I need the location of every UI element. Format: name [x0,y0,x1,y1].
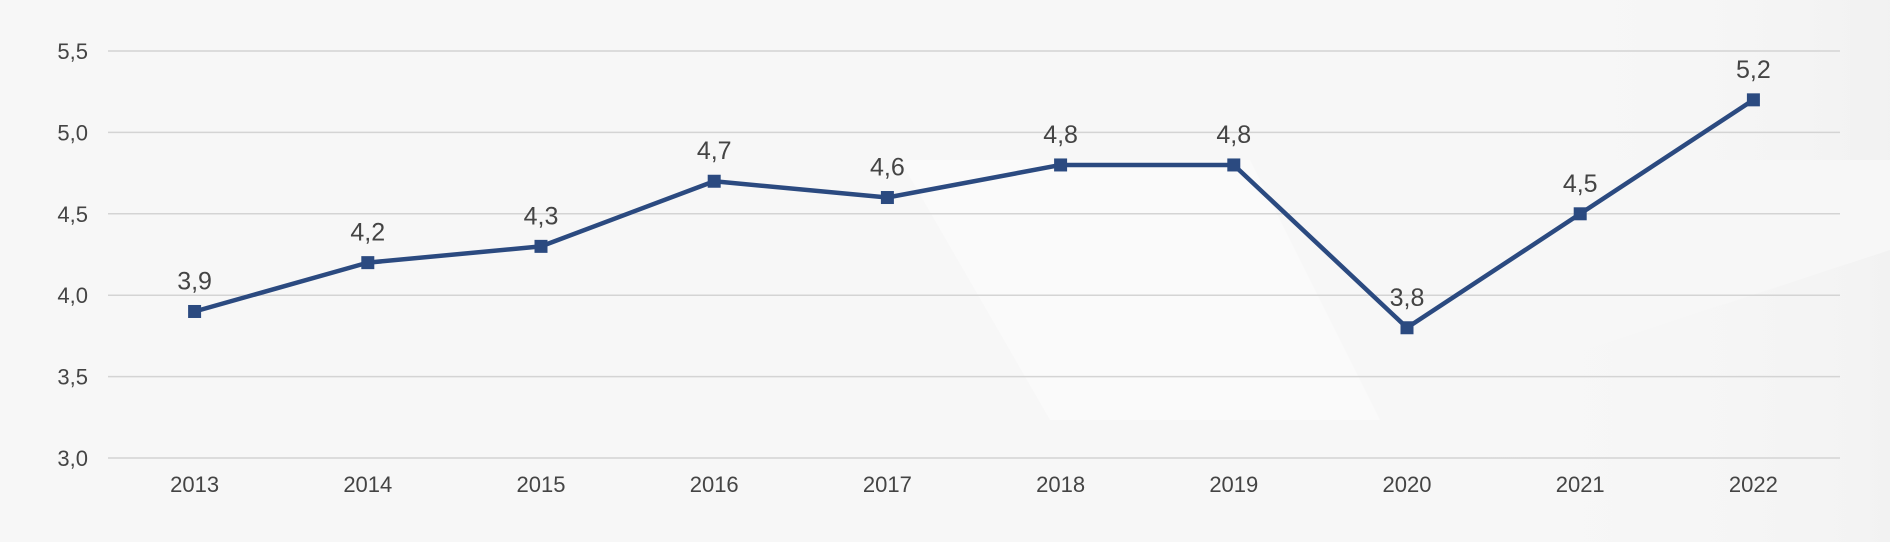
data-label: 3,9 [177,267,212,295]
data-point-marker [1573,207,1587,221]
y-tick-label: 3,0 [57,446,88,471]
x-tick-label: 2015 [517,472,566,497]
data-label: 3,8 [1390,284,1425,312]
data-label: 4,8 [1216,121,1251,149]
data-point-marker [1227,158,1241,172]
y-tick-label: 4,0 [57,283,88,308]
data-point-marker [880,191,894,205]
data-label: 4,7 [697,137,732,165]
x-tick-label: 2021 [1556,472,1605,497]
series-layer [188,93,1760,335]
data-label: 4,3 [524,202,559,230]
x-tick-label: 2014 [343,472,392,497]
data-point-marker [188,304,202,318]
gridlines [108,50,1840,459]
data-label: 5,2 [1736,56,1771,84]
y-tick-label: 3,5 [57,365,88,390]
data-label: 4,6 [870,154,905,182]
data-point-marker [1054,158,1068,172]
x-tick-label: 2018 [1036,472,1085,497]
data-point-marker [1746,93,1760,107]
data-label: 4,5 [1563,170,1598,198]
x-tick-label: 2020 [1383,472,1432,497]
data-point-marker [707,174,721,188]
y-tick-label: 4,5 [57,202,88,227]
x-tick-label: 2016 [690,472,739,497]
x-tick-label: 2019 [1209,472,1258,497]
data-point-marker [361,256,375,270]
data-label: 4,8 [1043,121,1078,149]
y-axis-ticks: 3,0 3,5 4,0 4,5 5,0 5,5 [57,39,88,471]
data-point-marker [1400,321,1414,335]
series-line [192,97,1756,331]
x-tick-label: 2017 [863,472,912,497]
x-tick-label: 2022 [1729,472,1778,497]
data-label: 4,2 [350,219,385,247]
data-point-marker [534,239,548,253]
x-tick-label: 2013 [170,472,219,497]
y-tick-label: 5,0 [57,120,88,145]
x-axis-ticks: 2013 2014 2015 2016 2017 2018 2019 2020 2021 2022 [170,472,1778,497]
background-decoration [900,0,1890,542]
data-labels: 3,9 4,2 4,3 4,7 4,6 4,8 4,8 3,8 4,5 5,2 [177,56,1771,312]
y-tick-label: 5,5 [57,39,88,64]
